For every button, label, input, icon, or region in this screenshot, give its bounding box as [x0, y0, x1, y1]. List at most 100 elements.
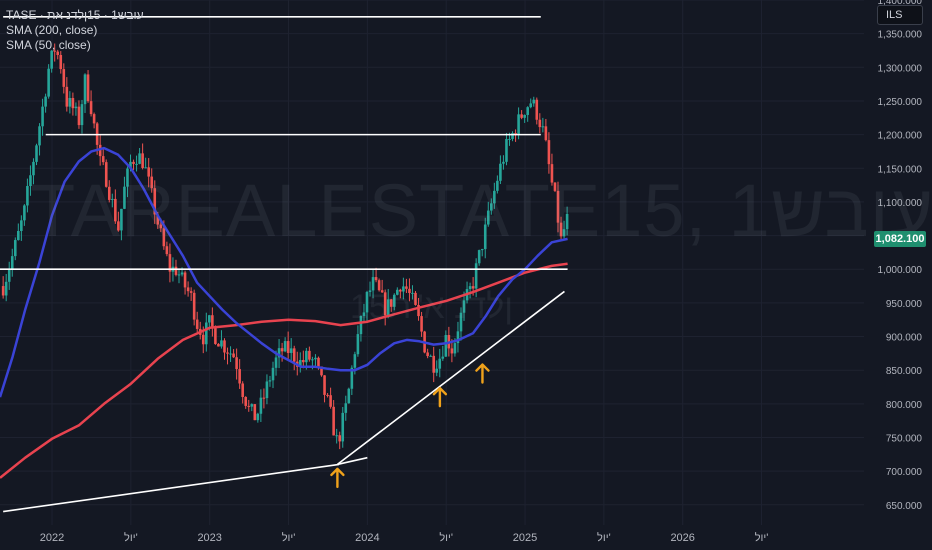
y-tick-label: 1,200.000 [878, 131, 923, 142]
candle-body [565, 213, 569, 230]
trendline [336, 290, 565, 466]
candle-body [396, 289, 399, 295]
y-tick-label: 1,350.000 [878, 30, 923, 41]
candle-body [10, 256, 14, 270]
candle-body [399, 289, 402, 292]
candle-body [402, 286, 405, 292]
candle-body [417, 304, 420, 317]
legend: TASE · עובש1 · 15ןלדנ את SMA (200, close… [6, 8, 144, 53]
candle-body [547, 140, 551, 165]
candle-body [317, 357, 320, 367]
up-arrow-icon [432, 386, 448, 408]
y-tick-label: 1,150.000 [878, 164, 923, 175]
candle-body [380, 290, 384, 293]
candle-body [392, 294, 396, 307]
candle-body [32, 161, 35, 176]
candle-body [129, 161, 132, 169]
candle-body [302, 360, 305, 363]
candle-body [126, 168, 129, 187]
candle-body [474, 263, 478, 289]
candle-body [117, 221, 120, 231]
y-tick-label: 900.000 [886, 333, 923, 344]
candle-body [262, 397, 266, 399]
candle-body [92, 114, 96, 124]
y-tick-label: 750.000 [886, 434, 923, 445]
candle-body [477, 250, 481, 264]
candle-body [359, 315, 363, 335]
candle-body [235, 357, 238, 370]
candle-body [544, 126, 548, 141]
candle-body [432, 355, 435, 373]
candle-body [371, 277, 375, 291]
candle-body [147, 167, 150, 177]
candle-body [338, 435, 342, 442]
candle-body [220, 340, 223, 347]
candle-body [356, 334, 360, 355]
time-axis[interactable]: 2022 יול' 2023 יול' 2024 יול' 2025 יול' 2026 יול' [40, 531, 769, 544]
legend-sma200[interactable]: SMA (200, close) [6, 23, 98, 37]
candle-body [308, 350, 311, 360]
legend-sma50[interactable]: SMA (50, close) [6, 38, 91, 52]
candle-body [47, 68, 50, 97]
candle-body [456, 331, 460, 344]
candle-body [71, 98, 75, 109]
candle-body [529, 103, 533, 108]
candle-body [101, 156, 105, 163]
candle-body [326, 394, 329, 396]
candle-body [98, 144, 102, 157]
candle-body [517, 114, 520, 136]
candle-body [13, 240, 17, 257]
x-tick-label: 2023 [197, 532, 221, 544]
candle-body [526, 107, 529, 115]
candle-body [250, 404, 254, 407]
candle-body [505, 139, 508, 162]
candle-body [68, 98, 72, 107]
candle-body [286, 341, 290, 353]
candle-body [405, 286, 408, 289]
candle-body [50, 50, 53, 69]
candle-body [114, 198, 117, 222]
candle-body [444, 335, 448, 357]
candle-body [238, 369, 241, 384]
candle-body [265, 381, 269, 399]
candle-body [289, 348, 293, 353]
y-tick-label: 1,300.000 [878, 63, 923, 74]
x-tick-label: 2022 [40, 532, 64, 544]
legend-symbol[interactable]: TASE · עובש1 · 15ןלדנ את [6, 8, 144, 22]
candle-body [144, 167, 147, 169]
candle-body [29, 175, 32, 187]
candle-body [244, 396, 248, 406]
candle-body [323, 375, 326, 395]
candle-body [408, 288, 411, 293]
candle-body [480, 249, 484, 251]
candle-body [195, 319, 199, 329]
price-axis[interactable]: 650.000 700.000 750.000 800.000 850.000 900.0… [878, 0, 923, 512]
candle-body [496, 180, 499, 191]
x-tick-label: 2026 [670, 532, 694, 544]
candle-body [107, 186, 111, 200]
candle-body [298, 360, 302, 367]
candle-body [56, 51, 60, 55]
candlestick-series [1, 43, 569, 450]
sma50-line [0, 146, 568, 398]
currency-selector[interactable]: ILS [877, 5, 923, 25]
candle-body [226, 352, 229, 354]
candle-body [532, 99, 536, 104]
candle-body [347, 388, 351, 404]
candle-body [180, 272, 184, 275]
candle-body [435, 368, 439, 373]
candle-body [53, 50, 56, 52]
x-tick-label: יול' [282, 531, 296, 544]
candle-body [150, 176, 154, 189]
candle-body [35, 145, 38, 162]
candle-body [411, 292, 414, 294]
candle-body [386, 299, 390, 316]
candle-body [253, 404, 257, 421]
candle-body [208, 315, 211, 323]
candle-body [420, 316, 423, 332]
trendlines [3, 290, 565, 513]
x-tick-label: יול' [597, 531, 611, 544]
candle-body [490, 203, 493, 211]
candle-body [314, 357, 317, 360]
